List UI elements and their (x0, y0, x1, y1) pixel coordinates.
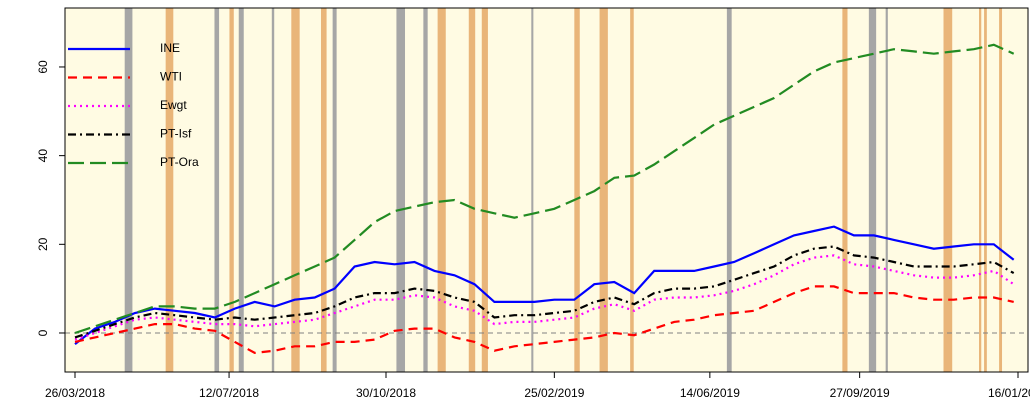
band (868, 8, 877, 372)
plot-area (65, 43, 1028, 355)
x-tick-label: 26/03/2018 (45, 386, 105, 400)
y-tick-label: 60 (36, 60, 50, 74)
band (332, 8, 337, 372)
band (291, 8, 300, 372)
band (943, 8, 953, 372)
band (599, 8, 608, 372)
band (885, 8, 888, 372)
y-tick-label: 40 (36, 149, 50, 163)
series-line (74, 43, 1015, 335)
band (979, 8, 982, 372)
band (842, 8, 848, 372)
band (984, 8, 987, 372)
band (630, 8, 634, 372)
band (214, 8, 220, 372)
legend-label: Ewgt (160, 98, 187, 112)
band (238, 8, 244, 372)
legend-label: INE (160, 41, 180, 55)
regime-bands (65, 8, 1028, 372)
band (423, 8, 428, 372)
plot-frame (64, 7, 1029, 373)
band (229, 8, 234, 372)
band (531, 8, 534, 372)
band (468, 8, 476, 372)
x-tick-label: 16/01/2020 (988, 386, 1030, 400)
band (999, 8, 1003, 372)
legend: INE WTI Ewgt PT-Isf PT-Ora (68, 41, 199, 169)
series-line (74, 225, 1015, 345)
band-background (65, 8, 1028, 372)
band (165, 8, 174, 372)
band (726, 8, 732, 372)
band (320, 8, 327, 372)
series-line (74, 245, 1015, 339)
x-tick-label: 30/10/2018 (356, 386, 416, 400)
band (124, 8, 133, 372)
y-tick-label: 20 (36, 237, 50, 251)
legend-label: PT-Isf (160, 127, 192, 141)
band (574, 8, 580, 372)
band (481, 8, 488, 372)
legend-label: WTI (160, 70, 182, 84)
band (271, 8, 275, 372)
x-tick-label: 14/06/2019 (680, 386, 740, 400)
series-line (74, 285, 1014, 355)
x-tick-label: 27/09/2019 (830, 386, 890, 400)
x-tick-label: 25/02/2019 (524, 386, 584, 400)
legend-label: PT-Ora (160, 155, 199, 169)
x-tick-label: 12/07/2018 (199, 386, 259, 400)
y-tick-label: 0 (36, 329, 50, 336)
band (396, 8, 406, 372)
band (437, 8, 446, 372)
